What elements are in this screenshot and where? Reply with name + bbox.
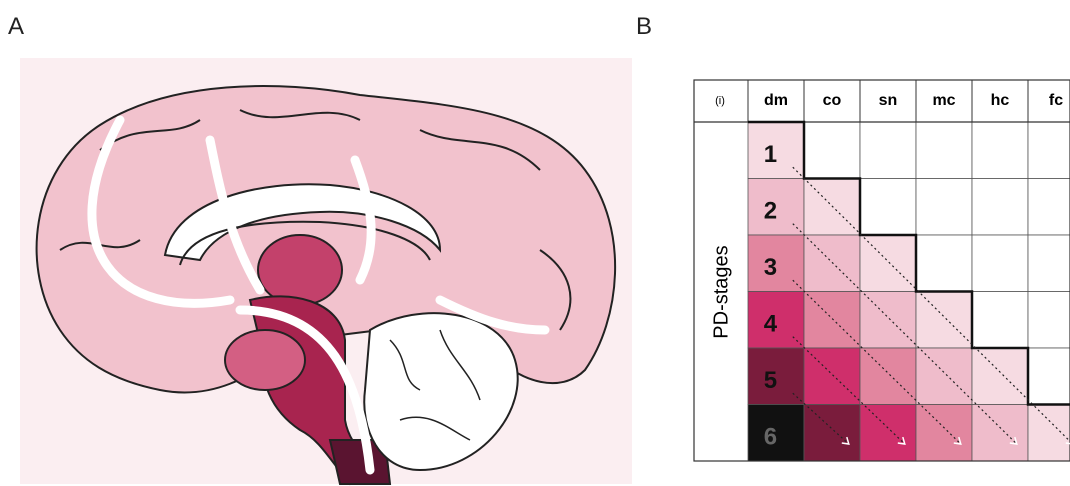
cell [972, 122, 1028, 179]
cell [916, 179, 972, 236]
cell [804, 348, 860, 405]
cell [804, 292, 860, 349]
cell [804, 235, 860, 292]
cell [804, 122, 860, 179]
cell [916, 122, 972, 179]
stage-number: 4 [764, 311, 778, 338]
cell [916, 292, 972, 349]
cell [1028, 122, 1070, 179]
stage-number: 2 [764, 198, 777, 225]
stage-number: 6 [764, 424, 777, 451]
stage-number: 5 [764, 367, 777, 394]
cell [1028, 179, 1070, 236]
cell [972, 292, 1028, 349]
cell [1028, 405, 1070, 462]
row-axis-label: PD-stages [710, 245, 732, 338]
cell [1028, 348, 1070, 405]
cell [972, 348, 1028, 405]
cell [860, 235, 916, 292]
stage-number: 3 [764, 254, 777, 281]
column-header: dm [764, 92, 788, 109]
brain-illustration [20, 58, 632, 484]
cell [860, 292, 916, 349]
stage-number: 1 [764, 141, 777, 168]
cell [860, 348, 916, 405]
column-header: mc [932, 92, 955, 109]
cell [972, 405, 1028, 462]
cell [804, 405, 860, 462]
column-header: fc [1049, 92, 1063, 109]
panel-label: A [8, 13, 24, 40]
column-header: hc [991, 92, 1010, 109]
panel-label: B [636, 13, 652, 40]
midbrain [225, 330, 305, 390]
cell [860, 179, 916, 236]
cell [972, 179, 1028, 236]
cell [916, 405, 972, 462]
cell [916, 235, 972, 292]
corner-label: (i) [715, 95, 725, 107]
column-header: co [823, 92, 842, 109]
cell [860, 122, 916, 179]
cell [972, 235, 1028, 292]
column-header: sn [879, 92, 898, 109]
thalamus [258, 235, 342, 305]
figure: A B (i) PD-stages dm co sn mc hc fc 1 2 3 4 5 6 [0, 0, 1070, 486]
cell [1028, 292, 1070, 349]
stage-table: (i) PD-stages dm co sn mc hc fc 1 2 3 4 5 6 [694, 80, 1070, 461]
cell [916, 348, 972, 405]
cell [860, 405, 916, 462]
cell [1028, 235, 1070, 292]
